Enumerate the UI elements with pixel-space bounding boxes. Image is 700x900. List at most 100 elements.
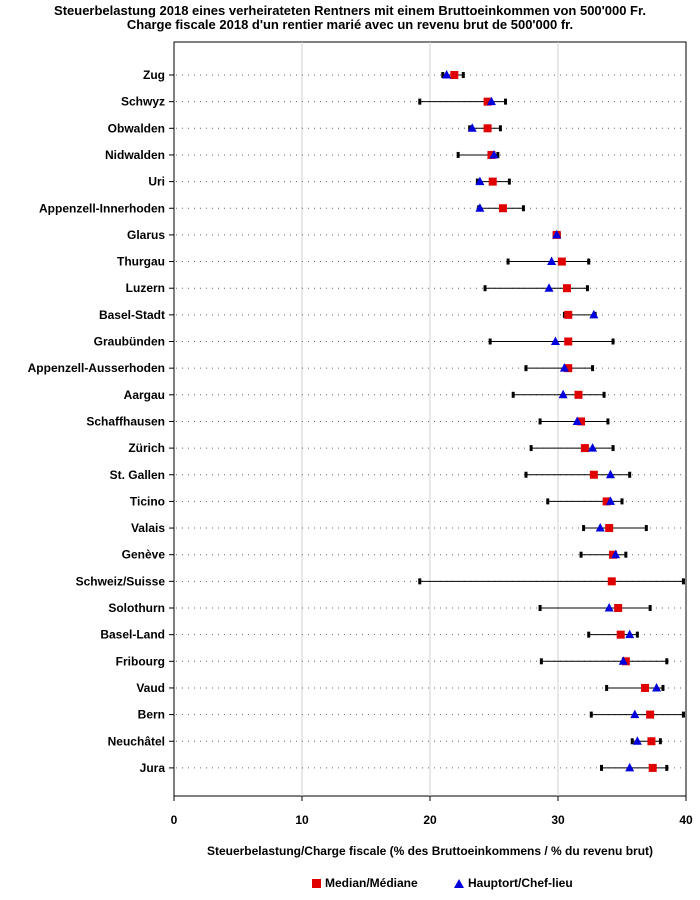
row-label: Solothurn (108, 601, 165, 615)
row-z-rich: Zürich (128, 441, 684, 455)
capital-marker (442, 70, 452, 79)
row-thurgau: Thurgau (117, 255, 684, 269)
median-marker (616, 630, 625, 639)
capital-marker (630, 709, 640, 719)
row-jura: Jura (140, 761, 684, 775)
row-label: Genève (122, 548, 166, 562)
median-marker (498, 204, 507, 213)
capital-marker (475, 176, 485, 186)
capital-marker (605, 496, 615, 505)
row-bern: Bern (138, 708, 685, 722)
row-label: Basel-Stadt (99, 308, 165, 322)
capital-marker (572, 416, 582, 425)
median-marker (450, 71, 459, 79)
median-marker (647, 737, 656, 746)
x-tick-label: 10 (295, 813, 309, 827)
row-solothurn: Solothurn (108, 601, 684, 615)
row-label: Schweiz/Suisse (76, 574, 166, 588)
row-label: Ticino (130, 494, 165, 508)
row-valais: Valais (131, 521, 684, 535)
row-label: Nidwalden (105, 148, 165, 162)
row-basel-stadt: Basel-Stadt (99, 308, 684, 322)
legend-item-median: Median/Médiane (312, 876, 418, 890)
legend-item-capital: Hauptort/Chef-lieu (454, 876, 573, 890)
row-label: Glarus (127, 228, 165, 242)
row-label: Neuchâtel (108, 734, 165, 748)
median-marker (564, 364, 573, 373)
median-marker (589, 470, 598, 479)
capital-marker (552, 229, 562, 239)
capital-marker (605, 469, 615, 479)
median-marker (646, 710, 655, 719)
row-schaffhausen: Schaffhausen (86, 414, 684, 428)
capital-marker (625, 629, 635, 639)
capital-marker (489, 149, 499, 159)
row-label: Bern (138, 708, 165, 722)
row-uri: Uri (148, 175, 684, 189)
capital-marker (652, 682, 662, 692)
capital-marker (547, 256, 557, 266)
row-st-gallen: St. Gallen (110, 468, 684, 482)
capital-marker (632, 736, 642, 745)
row-label: Graubünden (94, 335, 165, 349)
row-label: Thurgau (117, 255, 165, 269)
row-label: Appenzell-Innerhoden (39, 201, 165, 215)
row-label: Uri (148, 175, 165, 189)
row-gen-ve: Genève (122, 548, 684, 562)
x-tick-label: 30 (551, 813, 565, 827)
capital-marker (544, 283, 554, 292)
row-label: Jura (140, 761, 166, 775)
row-graub-nden: Graubünden (94, 335, 684, 349)
x-tick-label: 20 (423, 813, 437, 827)
row-appenzell-ausserhoden: Appenzell-Ausserhoden (28, 361, 684, 375)
median-marker (483, 124, 492, 133)
capital-marker (486, 96, 496, 106)
capital-marker (467, 123, 477, 132)
row-zug: Zug (143, 68, 684, 82)
capital-marker (589, 309, 599, 319)
capital-marker (625, 762, 635, 772)
row-neuch-tel: Neuchâtel (108, 734, 684, 748)
row-label: Obwalden (108, 121, 165, 135)
row-label: Fribourg (116, 654, 165, 668)
median-marker (614, 604, 623, 612)
x-tick-label: 0 (171, 813, 178, 827)
row-ticino: Ticino (130, 494, 684, 508)
median-marker (574, 390, 583, 399)
row-schweiz-suisse: Schweiz/Suisse (76, 574, 685, 588)
capital-marker (558, 389, 568, 399)
median-marker (648, 763, 657, 772)
row-label: Schwyz (121, 95, 165, 109)
x-axis-label: Steuerbelastung/Charge fiscale (% des Br… (207, 844, 653, 858)
row-label: Vaud (136, 681, 165, 695)
row-appenzell-innerhoden: Appenzell-Innerhoden (39, 201, 684, 215)
median-marker (557, 257, 566, 266)
capital-marker (550, 336, 560, 345)
row-label: Valais (131, 521, 165, 535)
capital-marker (588, 443, 598, 452)
median-marker (580, 444, 589, 453)
median-marker (488, 177, 497, 186)
capital-triangle-icon (454, 878, 464, 888)
x-tick-label: 40 (679, 813, 693, 827)
row-label: St. Gallen (110, 468, 165, 482)
median-marker (577, 417, 586, 426)
row-basel-land: Basel-Land (100, 628, 684, 642)
median-marker (564, 310, 573, 319)
row-vaud: Vaud (136, 681, 684, 695)
capital-marker (595, 523, 605, 532)
median-marker (605, 524, 614, 533)
median-marker (641, 683, 650, 692)
chart-title: Steuerbelastung 2018 eines verheirateten… (54, 3, 646, 18)
row-label: Zug (143, 68, 165, 82)
row-label: Luzern (126, 281, 165, 295)
row-luzern: Luzern (126, 281, 684, 295)
median-marker (564, 337, 573, 346)
row-label: Schaffhausen (86, 414, 165, 428)
median-marker (602, 497, 611, 506)
row-aargau: Aargau (124, 388, 684, 402)
chart-subtitle: Charge fiscale 2018 d'un rentier marié a… (126, 17, 574, 32)
capital-marker (559, 363, 569, 372)
row-label: Appenzell-Ausserhoden (28, 361, 165, 375)
